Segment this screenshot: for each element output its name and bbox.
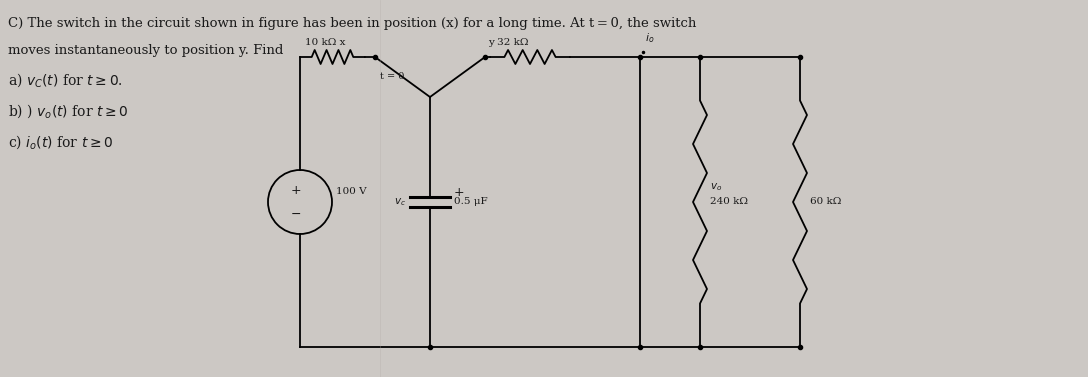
Text: C) The switch in the circuit shown in figure has been in position (x) for a long: C) The switch in the circuit shown in fi… <box>8 17 696 30</box>
Text: 0.5 μF: 0.5 μF <box>454 198 487 207</box>
Text: +: + <box>290 184 301 198</box>
Text: $v_o$: $v_o$ <box>710 181 722 193</box>
Text: moves instantaneously to position y. Find: moves instantaneously to position y. Fin… <box>8 44 283 57</box>
Text: 60 kΩ: 60 kΩ <box>809 198 841 207</box>
Text: a) $v_C(t)$ for $t\geq 0$.: a) $v_C(t)$ for $t\geq 0$. <box>8 71 123 89</box>
Text: c) $i_o(t)$ for $t\geq 0$: c) $i_o(t)$ for $t\geq 0$ <box>8 133 113 151</box>
Text: 100 V: 100 V <box>336 187 367 196</box>
Text: 10 kΩ x: 10 kΩ x <box>305 38 346 47</box>
Text: t = 0: t = 0 <box>380 72 405 81</box>
Text: 240 kΩ: 240 kΩ <box>710 198 749 207</box>
Text: −: − <box>290 207 301 221</box>
Text: b) ) $v_o(t)$ for $t\geq 0$: b) ) $v_o(t)$ for $t\geq 0$ <box>8 102 128 120</box>
Text: $v_c$: $v_c$ <box>394 196 406 208</box>
Text: +: + <box>454 185 465 199</box>
Text: $i_o$: $i_o$ <box>645 31 655 45</box>
Text: y 32 kΩ: y 32 kΩ <box>489 38 529 47</box>
